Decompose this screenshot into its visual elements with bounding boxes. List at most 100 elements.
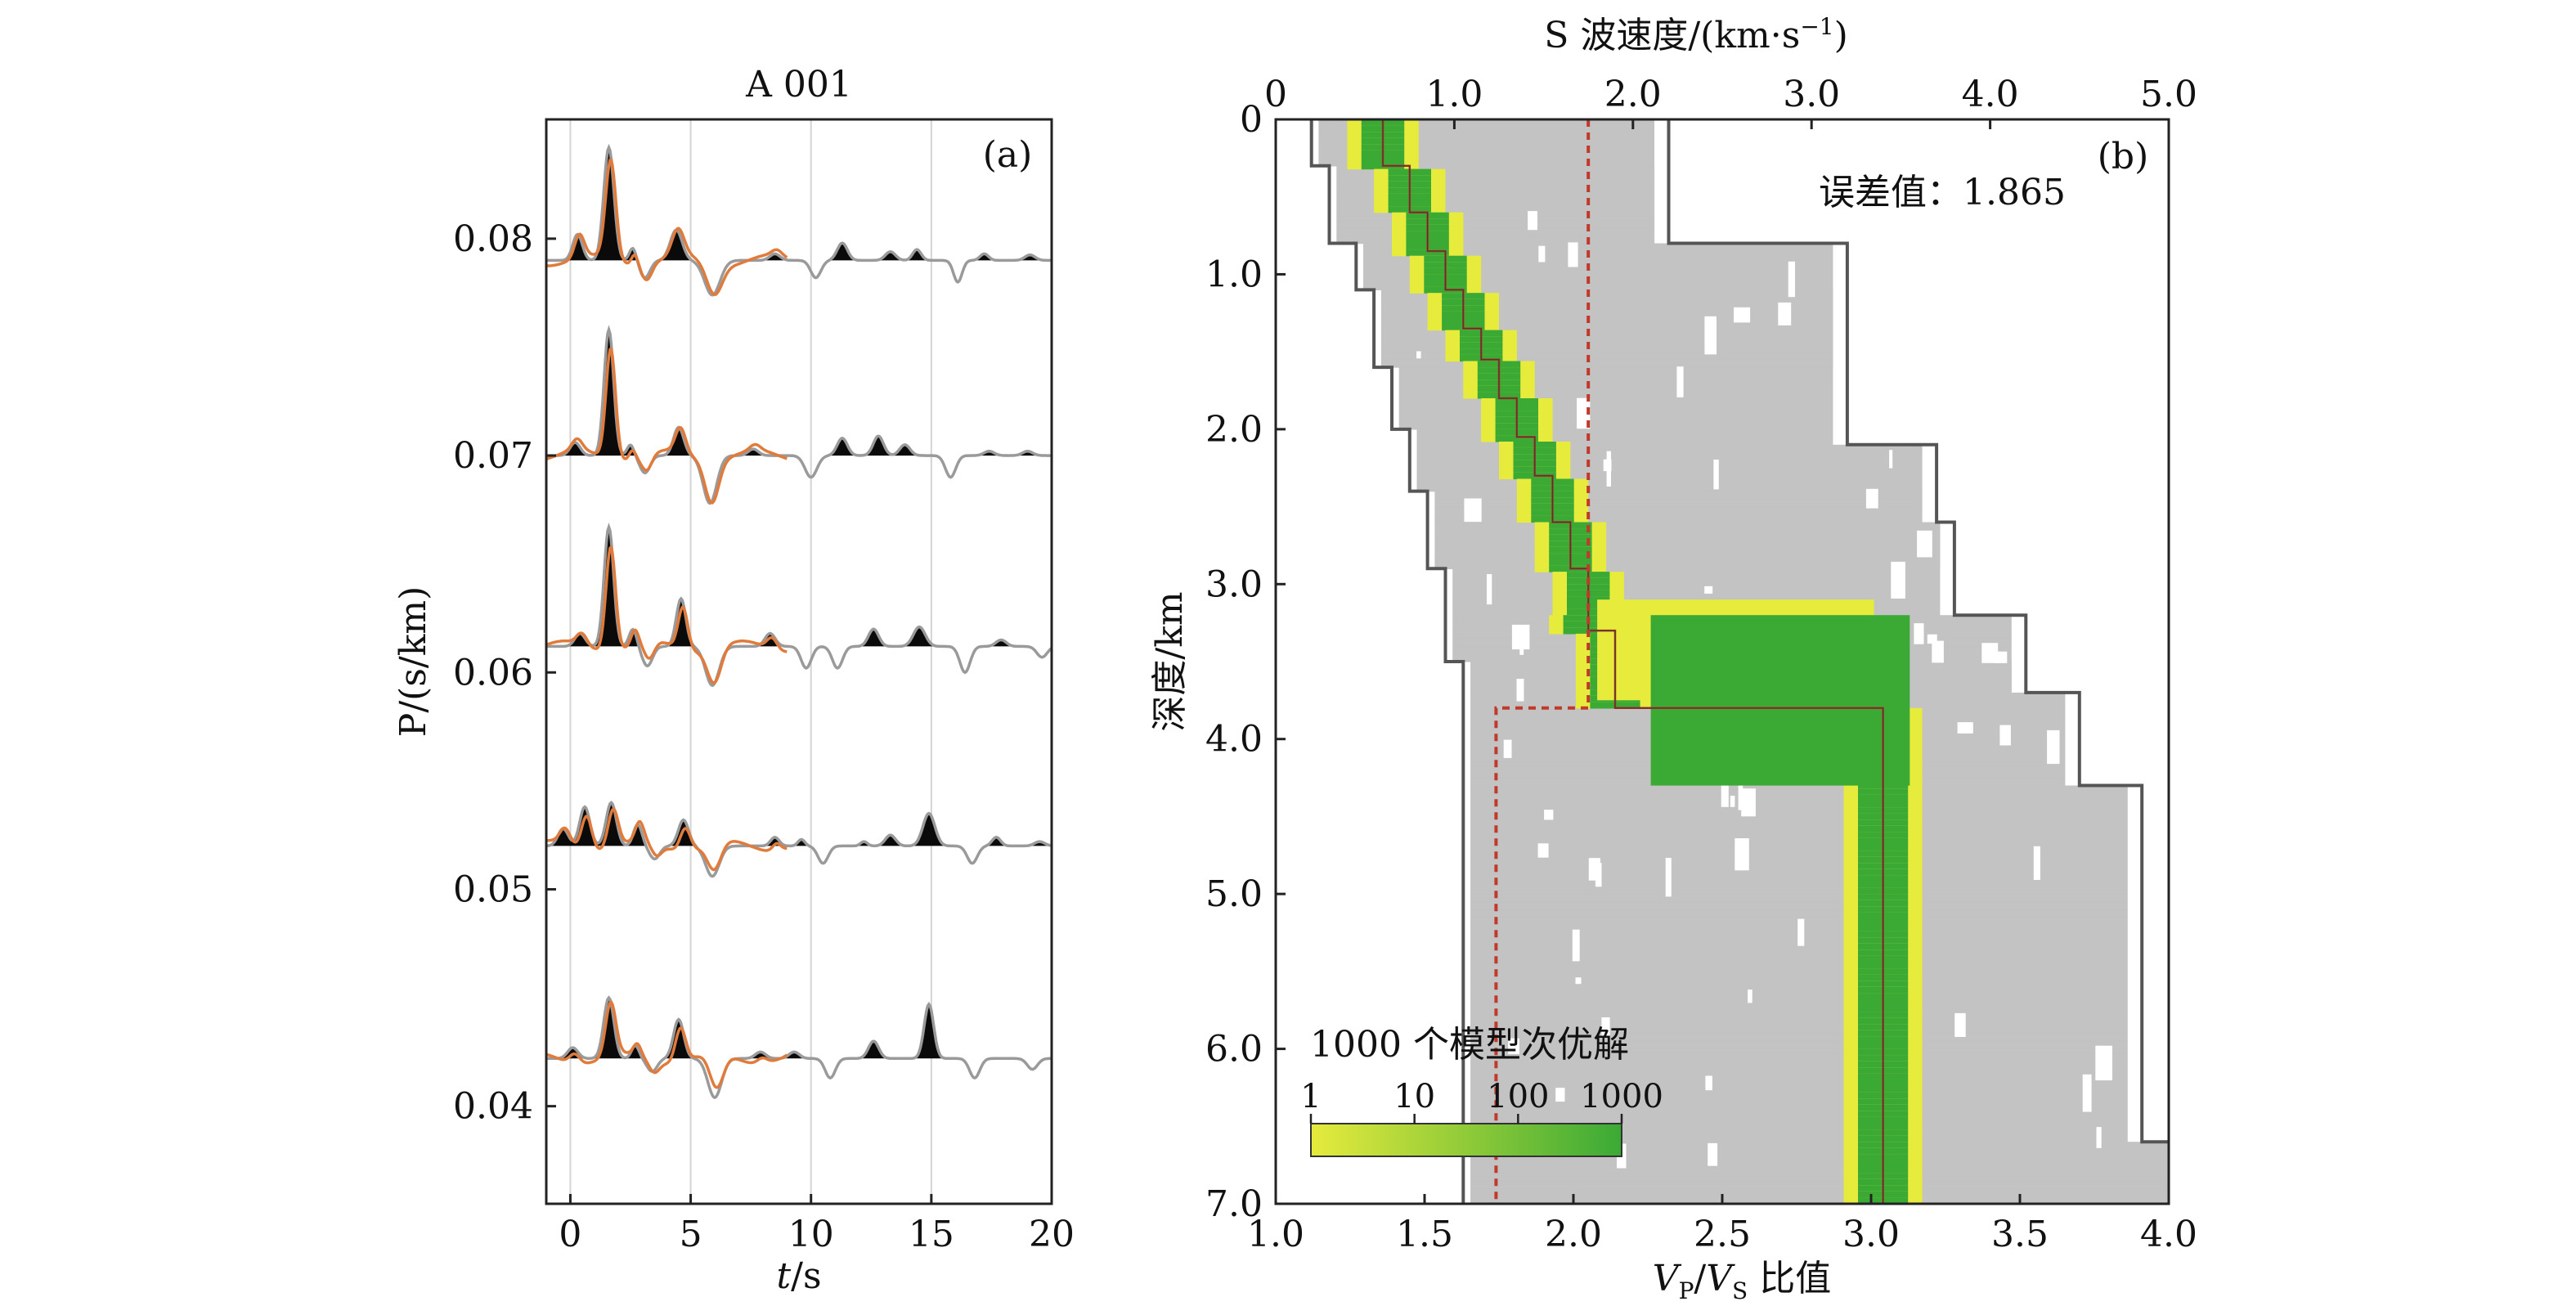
panel-b-y-tick-label: 7.0 <box>1205 1183 1263 1225</box>
model-cloud-strip <box>1398 398 1833 407</box>
model-cloud-strip <box>1336 165 1655 174</box>
model-cloud-strip <box>1470 948 2128 957</box>
panel-a-y-tick-label: 0.05 <box>453 868 533 910</box>
model-cloud-strip <box>1336 220 1655 229</box>
model-cloud-strip <box>1434 514 1923 523</box>
model-cloud-strip <box>1434 506 1923 515</box>
band-high-density <box>1495 435 1538 442</box>
model-cloud-strip <box>1363 258 1833 267</box>
panel-a-traces <box>546 143 1052 1100</box>
trace-observed <box>546 325 1052 505</box>
model-cloud-strip <box>1470 832 2128 841</box>
trace-synthetic <box>546 1000 788 1089</box>
panel-b-bottom-x-tick-label: 3.0 <box>1842 1214 1900 1255</box>
model-cloud-gap <box>1572 929 1580 962</box>
panel-b-top-x-tick-label: 2.0 <box>1604 74 1662 115</box>
model-cloud-gap <box>1914 623 1924 644</box>
model-cloud-strip <box>1452 591 1941 600</box>
panel-a-x-tick-label: 5 <box>680 1214 702 1255</box>
model-cloud-strip <box>1398 375 1833 384</box>
model-cloud-gap <box>1778 302 1792 325</box>
model-cloud-strip <box>1380 359 1833 368</box>
model-cloud-gap <box>1538 245 1546 263</box>
model-cloud-strip <box>1470 1204 2172 1212</box>
model-cloud-strip <box>1336 227 1655 236</box>
panel-b-top-x-tick-label: 1.0 <box>1425 74 1483 115</box>
panel-a-y-ticks: 0.08 0.07 0.06 0.05 0.04 <box>453 218 556 1128</box>
panel-b-y-tick-label: 1.0 <box>1205 254 1263 295</box>
panel-a-x-tick-label: 15 <box>909 1214 954 1255</box>
model-cloud-strip <box>1380 321 1833 330</box>
model-cloud-gap <box>1516 679 1524 702</box>
model-cloud-gap <box>1999 725 2011 746</box>
panel-b-bottom-x-ticks: 1.0 1.5 2.0 2.5 3.0 3.5 4.0 <box>1247 1194 2197 1255</box>
model-cloud-strip <box>1318 127 1654 136</box>
colorbar: 1000 个模型次优解 1 10 100 1000 <box>1300 1024 1663 1157</box>
model-cloud-strip <box>1470 847 2128 856</box>
model-cloud-gap <box>2033 846 2040 880</box>
model-cloud-gap <box>1741 788 1756 817</box>
model-cloud-strip <box>1470 901 2128 910</box>
model-cloud-strip <box>1470 909 2128 918</box>
colorbar-tick-label: 100 <box>1487 1078 1549 1115</box>
model-cloud-strip <box>1470 1118 2128 1127</box>
model-cloud-gap <box>1708 1142 1718 1166</box>
panel-b-bottom-x-tick-label: 2.0 <box>1545 1214 1602 1255</box>
model-cloud-gap <box>1788 261 1795 298</box>
model-cloud-strip <box>1336 212 1655 221</box>
model-cloud-strip <box>1470 1079 2128 1088</box>
model-cloud-gap <box>1464 498 1482 523</box>
trace-synthetic <box>546 159 788 297</box>
model-cloud-strip <box>1398 390 1833 399</box>
model-cloud-strip <box>1416 429 1833 438</box>
model-cloud-strip <box>1434 560 1941 569</box>
model-cloud-strip <box>1434 522 1941 531</box>
model-cloud-strip <box>1470 955 2128 964</box>
vs-min-bound <box>1309 119 1465 1204</box>
model-cloud-gap <box>1555 1088 1565 1102</box>
model-cloud-strip <box>1470 1196 2169 1204</box>
model-cloud-gap <box>1730 796 1735 807</box>
panel-b-top-axis-title: S 波速度/(km·s−1) <box>1544 13 1848 56</box>
model-cloud-strip <box>1416 468 1923 477</box>
colorbar-tick-label: 1 <box>1300 1078 1321 1115</box>
model-cloud-strip <box>1470 1072 2128 1081</box>
model-cloud-strip <box>1470 1041 2128 1050</box>
panel-a: 0 5 10 15 20 0.080.070.060.050.04 A 001 (a) … <box>393 64 1075 1297</box>
model-cloud-strip <box>1380 328 1833 337</box>
model-cloud-gap <box>2095 1045 2112 1081</box>
model-cloud-strip <box>1434 553 1941 562</box>
panel-a-x-tick-label: 10 <box>788 1214 834 1255</box>
model-cloud-strip <box>1318 134 1654 143</box>
model-cloud-strip <box>1434 491 1923 500</box>
model-cloud-strip <box>1470 824 2128 833</box>
model-cloud-strip <box>1318 158 1654 167</box>
model-cloud-strip <box>1470 894 2128 903</box>
panel-a-y-tick-label: 0.07 <box>453 435 533 477</box>
panel-a-x-tick-label: 0 <box>559 1214 581 1255</box>
model-cloud-strip <box>1470 1126 2128 1135</box>
band-layer-green <box>1650 615 1910 786</box>
panel-b-top-x-tick-label: 4.0 <box>1962 74 2019 115</box>
model-cloud-strip <box>1470 1102 2128 1111</box>
model-cloud-gap <box>1665 858 1672 897</box>
model-cloud-strip <box>1470 986 2128 995</box>
trace-observed <box>546 800 1052 878</box>
model-cloud-strip <box>1336 173 1655 182</box>
model-cloud-gap <box>1734 307 1751 323</box>
panel-b-y-tick-label: 3.0 <box>1205 563 1263 605</box>
model-cloud-strip <box>1380 312 1833 321</box>
model-cloud-gap <box>1738 771 1744 810</box>
model-cloud-strip <box>1380 305 1833 314</box>
model-cloud-strip <box>1470 863 2128 872</box>
panel-b-top-x-tick-label: 0 <box>1264 74 1287 115</box>
model-cloud-strip <box>1470 1188 2169 1197</box>
model-cloud-strip <box>1416 437 1833 446</box>
panel-b: 0 1.0 2.0 3.0 4.0 5.0 1.0 1.5 2.0 2.5 3.0 3.5 4.0 0… <box>1149 13 2197 1304</box>
model-cloud-gap <box>1713 460 1719 490</box>
model-cloud-strip <box>1416 483 1923 492</box>
trace-positive-fill <box>546 802 1052 846</box>
panel-b-bottom-x-tick-label: 4.0 <box>2140 1214 2197 1255</box>
model-cloud-strip <box>1470 1149 2169 1158</box>
model-cloud-gap <box>2047 729 2060 765</box>
